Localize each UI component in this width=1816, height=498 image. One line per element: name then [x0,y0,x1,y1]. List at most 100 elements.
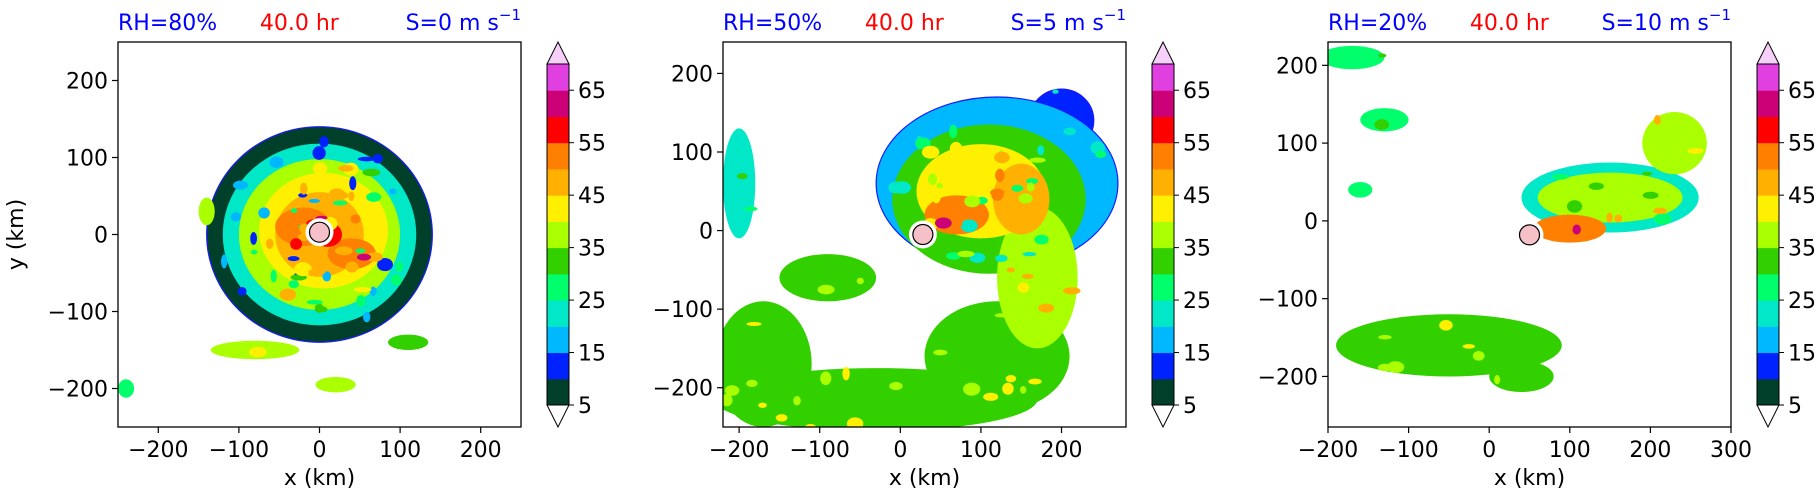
rain-cell [288,280,300,289]
rain-cell [312,162,328,175]
rain-cell [334,191,349,199]
colorbar-bin [547,90,569,117]
rain-cell [287,256,300,262]
rain-cell [1002,382,1014,395]
rain-cell [933,349,948,356]
colorbar-bin [1152,300,1174,327]
rain-cell [963,382,981,396]
rain-cell [319,136,329,148]
rain-cell [353,287,372,293]
colorbar-bin [1152,90,1174,117]
x-tick-label: 200 [460,438,502,463]
rain-cell [888,181,904,194]
rain-cell [1017,282,1030,293]
rain-cell [746,379,758,388]
colorbar-tick-label: 55 [578,132,606,157]
storm-center-marker [1518,224,1541,246]
rain-cell [1062,287,1081,295]
rain-feature [1348,182,1373,198]
rain-cell [817,284,835,295]
rain-cell [395,261,404,272]
rain-cell [846,417,864,427]
y-tick-label: 200 [671,62,713,87]
title-right: S=10 m s−1 [1602,6,1731,36]
colorbar-tick-label: 35 [578,237,606,262]
colorbar-bin [1757,168,1779,196]
y-tick-label: −100 [653,298,713,323]
rain-cell [294,262,312,277]
x-tick-label: 200 [1041,438,1083,463]
x-tick-label: −200 [709,438,769,463]
x-tick-label: 0 [313,438,327,463]
rain-cell [995,168,1005,183]
rain-cell [977,158,987,167]
y-tick-label: 200 [1276,54,1318,79]
colorbar-bin [1757,90,1779,117]
rain-cell [950,220,963,228]
rain-cell [957,250,975,258]
colorbar-tick-label: 55 [1788,132,1816,157]
colorbar-min-arrow [546,404,570,429]
rain-cell [820,371,832,386]
colorbar-bin [547,247,569,275]
colorbar-tick-label: 15 [578,342,606,367]
rain-cell [1038,303,1055,313]
colorbar-3: 5 15 25 35 45 55 65 [1756,40,1816,429]
rain-cell [994,313,1009,318]
rain-cell [1022,251,1037,257]
x-axis-label: x (km) [1494,466,1565,491]
rain-feature [723,301,812,427]
rain-cell [1606,212,1613,223]
rain-cell [363,311,371,323]
colorbar-frame [1151,63,1175,406]
colorbar-bin [547,352,569,380]
title-center: 40.0 hr [260,11,340,36]
rain-cell [1052,89,1059,94]
rain-cell [248,346,267,358]
storm-center-marker [912,223,934,246]
y-tick-label: 100 [66,147,108,172]
rain-cell [927,173,937,186]
rain-feature [779,254,877,302]
plot-frame [1327,41,1732,428]
rain-cell [1005,375,1017,383]
colorbar-bin [1757,64,1779,91]
rain-cell [345,261,359,273]
x-tick-label: 0 [893,438,907,463]
rain-cell [1588,182,1605,190]
rain-cell [308,198,321,203]
rain-cell [355,248,366,254]
rain-cell [230,212,242,222]
storm-center-marker [308,221,331,243]
rain-cell [1653,115,1661,125]
rain-cell [350,214,361,224]
colorbar-bin [1757,273,1779,301]
rain-cell [1614,214,1623,223]
panel-1: −200 −100 0 100 200 −200 −100 0 100 200 x (km) y (k… [4,6,522,491]
colorbar-bin [1152,326,1174,354]
rain-feature [198,197,215,226]
rain-cell [1033,328,1047,341]
y-tick-label: 200 [66,70,108,95]
rain-cell [317,306,328,313]
rain-cell [356,295,366,307]
y-tick-label: 0 [699,220,713,245]
rain-cell [1034,234,1049,245]
rain-cell [1095,150,1107,158]
plot-frame [722,41,1127,428]
rain-cell [356,253,372,261]
rain-cell [388,188,397,195]
colorbar-tick-label: 15 [1183,342,1211,367]
colorbar-bin [547,273,569,301]
colorbar-bin [1757,378,1779,406]
colorbar-bin [1152,195,1174,222]
colorbar-tick-label: 55 [1183,132,1211,157]
rain-cell [949,124,958,139]
title-right: S=5 m s−1 [1011,6,1126,36]
rain-cell [1386,361,1405,374]
rain-cell [1021,273,1034,279]
rain-feature [388,334,429,350]
colorbar-bin [547,168,569,196]
rain-cell [334,246,353,256]
title-left: RH=80% [118,11,217,36]
